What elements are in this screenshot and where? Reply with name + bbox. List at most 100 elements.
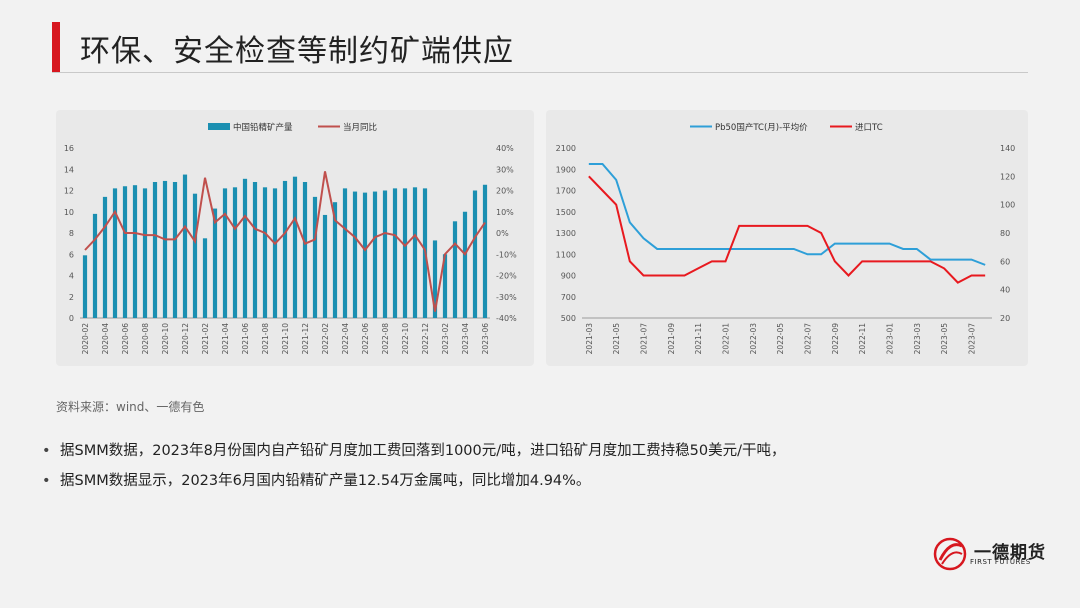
bar [122,186,128,318]
x-tick-label: 2022-02 [321,323,330,355]
y-tick-label-right: -10% [496,250,517,259]
lead-concentrate-output-chart: 0 2 4 6 8 10 12 14 16 -40% -30% -20% -10% 0% 10% 20% 30%… [64,122,517,355]
import-tc-line [588,175,986,284]
bar [322,214,328,318]
title-divider [52,72,1028,73]
legend-label: 中国铅精矿产量 [233,122,293,133]
bar [262,187,268,318]
x-tick-label: 2021-12 [301,323,310,355]
bar [202,238,208,318]
x-tick-label: 2021-10 [281,323,290,355]
x-tick-label: 2022-08 [381,323,390,355]
bar [442,254,448,318]
y-tick-label-right: -40% [496,314,517,323]
bar [352,191,358,318]
y-tick-label-left: 12 [64,187,74,196]
bar [192,193,198,318]
title-accent-bar [52,22,60,72]
x-tick-label: 2022-06 [361,323,370,355]
legend-label: 进口TC [855,123,883,133]
y-tick-label-left: 700 [561,293,576,302]
x-tick-label: 2020-02 [81,323,90,355]
x-tick-label: 2021-08 [261,323,270,355]
bar [142,188,148,318]
x-tick-label: 2020-08 [141,323,150,355]
bar [472,190,478,318]
y-tick-label-left: 1500 [556,208,576,217]
y-tick-label-right: -20% [496,272,517,281]
y-tick-label-left: 0 [69,314,74,323]
y-tick-label-left: 900 [561,272,576,281]
y-tick-label-left: 6 [69,250,74,259]
x-tick-label: 2022-05 [776,323,785,355]
x-tick-label: 2020-04 [101,323,110,355]
chart-panel-right: 500 700 900 1100 1300 1500 1700 1900 2100 20 40 60 8… [546,110,1028,366]
bar [212,208,218,318]
bar [102,196,108,318]
y-tick-label-right: 100 [1000,201,1015,210]
y-tick-label-right: 10% [496,208,514,217]
x-tick-label: 2023-04 [461,323,470,355]
bullet-item: • 据SMM数据显示，2023年6月国内铅精矿产量12.54万金属吨，同比增加4.… [42,470,785,500]
x-tick-label: 2021-02 [201,323,210,355]
y-tick-label-right: -30% [496,293,517,302]
bar [362,192,368,318]
bar [252,182,258,318]
y-tick-label-left: 8 [69,229,74,238]
bar [312,196,318,318]
bar [452,221,458,318]
domestic-tc-line [588,162,986,266]
y-tick-label-right: 40 [1000,286,1010,295]
x-tick-label: 2022-11 [858,323,867,355]
y-tick-label-right: 80 [1000,229,1010,238]
bar [132,185,138,318]
x-tick-label: 2023-01 [886,323,895,355]
bar [392,188,398,318]
y-tick-label-left: 14 [64,165,74,174]
x-tick-label: 2021-03 [585,323,594,355]
x-tick-label: 2022-03 [749,323,758,355]
x-tick-label: 2023-02 [441,323,450,355]
bar [92,213,98,318]
bar [242,178,248,318]
y-tick-label-right: 20 [1000,314,1010,323]
page-title: 环保、安全检查等制约矿端供应 [80,34,514,69]
logo-subtitle: FIRST FUTURES [970,558,1031,566]
x-tick-label: 2021-04 [221,323,230,355]
y-tick-label-left: 4 [69,272,74,281]
y-tick-label-left: 1700 [556,187,576,196]
bar [412,187,418,318]
company-logo-icon [933,537,967,571]
bullet-text: 据SMM数据显示，2023年6月国内铅精矿产量12.54万金属吨，同比增加4.9… [60,473,591,489]
bar [382,190,388,318]
bar [372,191,378,318]
bullet-symbol: • [42,473,51,489]
y-tick-label-left: 16 [64,144,74,153]
y-tick-label-left: 10 [64,208,74,217]
bar [222,188,228,318]
bullet-item: • 据SMM数据，2023年8月份国内自产铅矿月度加工费回落到1000元/吨，进口… [42,440,785,470]
bar [482,184,488,318]
x-tick-label: 2020-06 [121,323,130,355]
bullet-text: 据SMM数据，2023年8月份国内自产铅矿月度加工费回落到1000元/吨，进口铅… [60,443,786,459]
y-tick-label-right: 60 [1000,257,1010,266]
x-tick-label: 2022-07 [804,323,813,355]
logo-name: 一德期货 [974,543,1046,563]
x-tick-label: 2020-12 [181,323,190,355]
bar [112,188,118,318]
x-tick-label: 2021-06 [241,323,250,355]
y-tick-label-right: 40% [496,144,514,153]
bar [402,188,408,318]
bar [162,180,168,318]
x-tick-label: 2023-07 [968,323,977,355]
legend-swatch-bar [208,123,230,130]
bar [182,174,188,318]
y-tick-label-right: 120 [1000,172,1015,181]
chart-panel-left: 0 2 4 6 8 10 12 14 16 -40% -30% -20% -10% 0% 10% 20% 30%… [56,110,534,366]
y-tick-label-right: 0% [496,229,509,238]
bar [232,187,238,318]
bar [82,255,88,318]
legend-label: 当月同比 [343,122,377,133]
x-tick-label: 2023-05 [940,323,949,355]
y-tick-label-left: 1100 [556,250,576,259]
